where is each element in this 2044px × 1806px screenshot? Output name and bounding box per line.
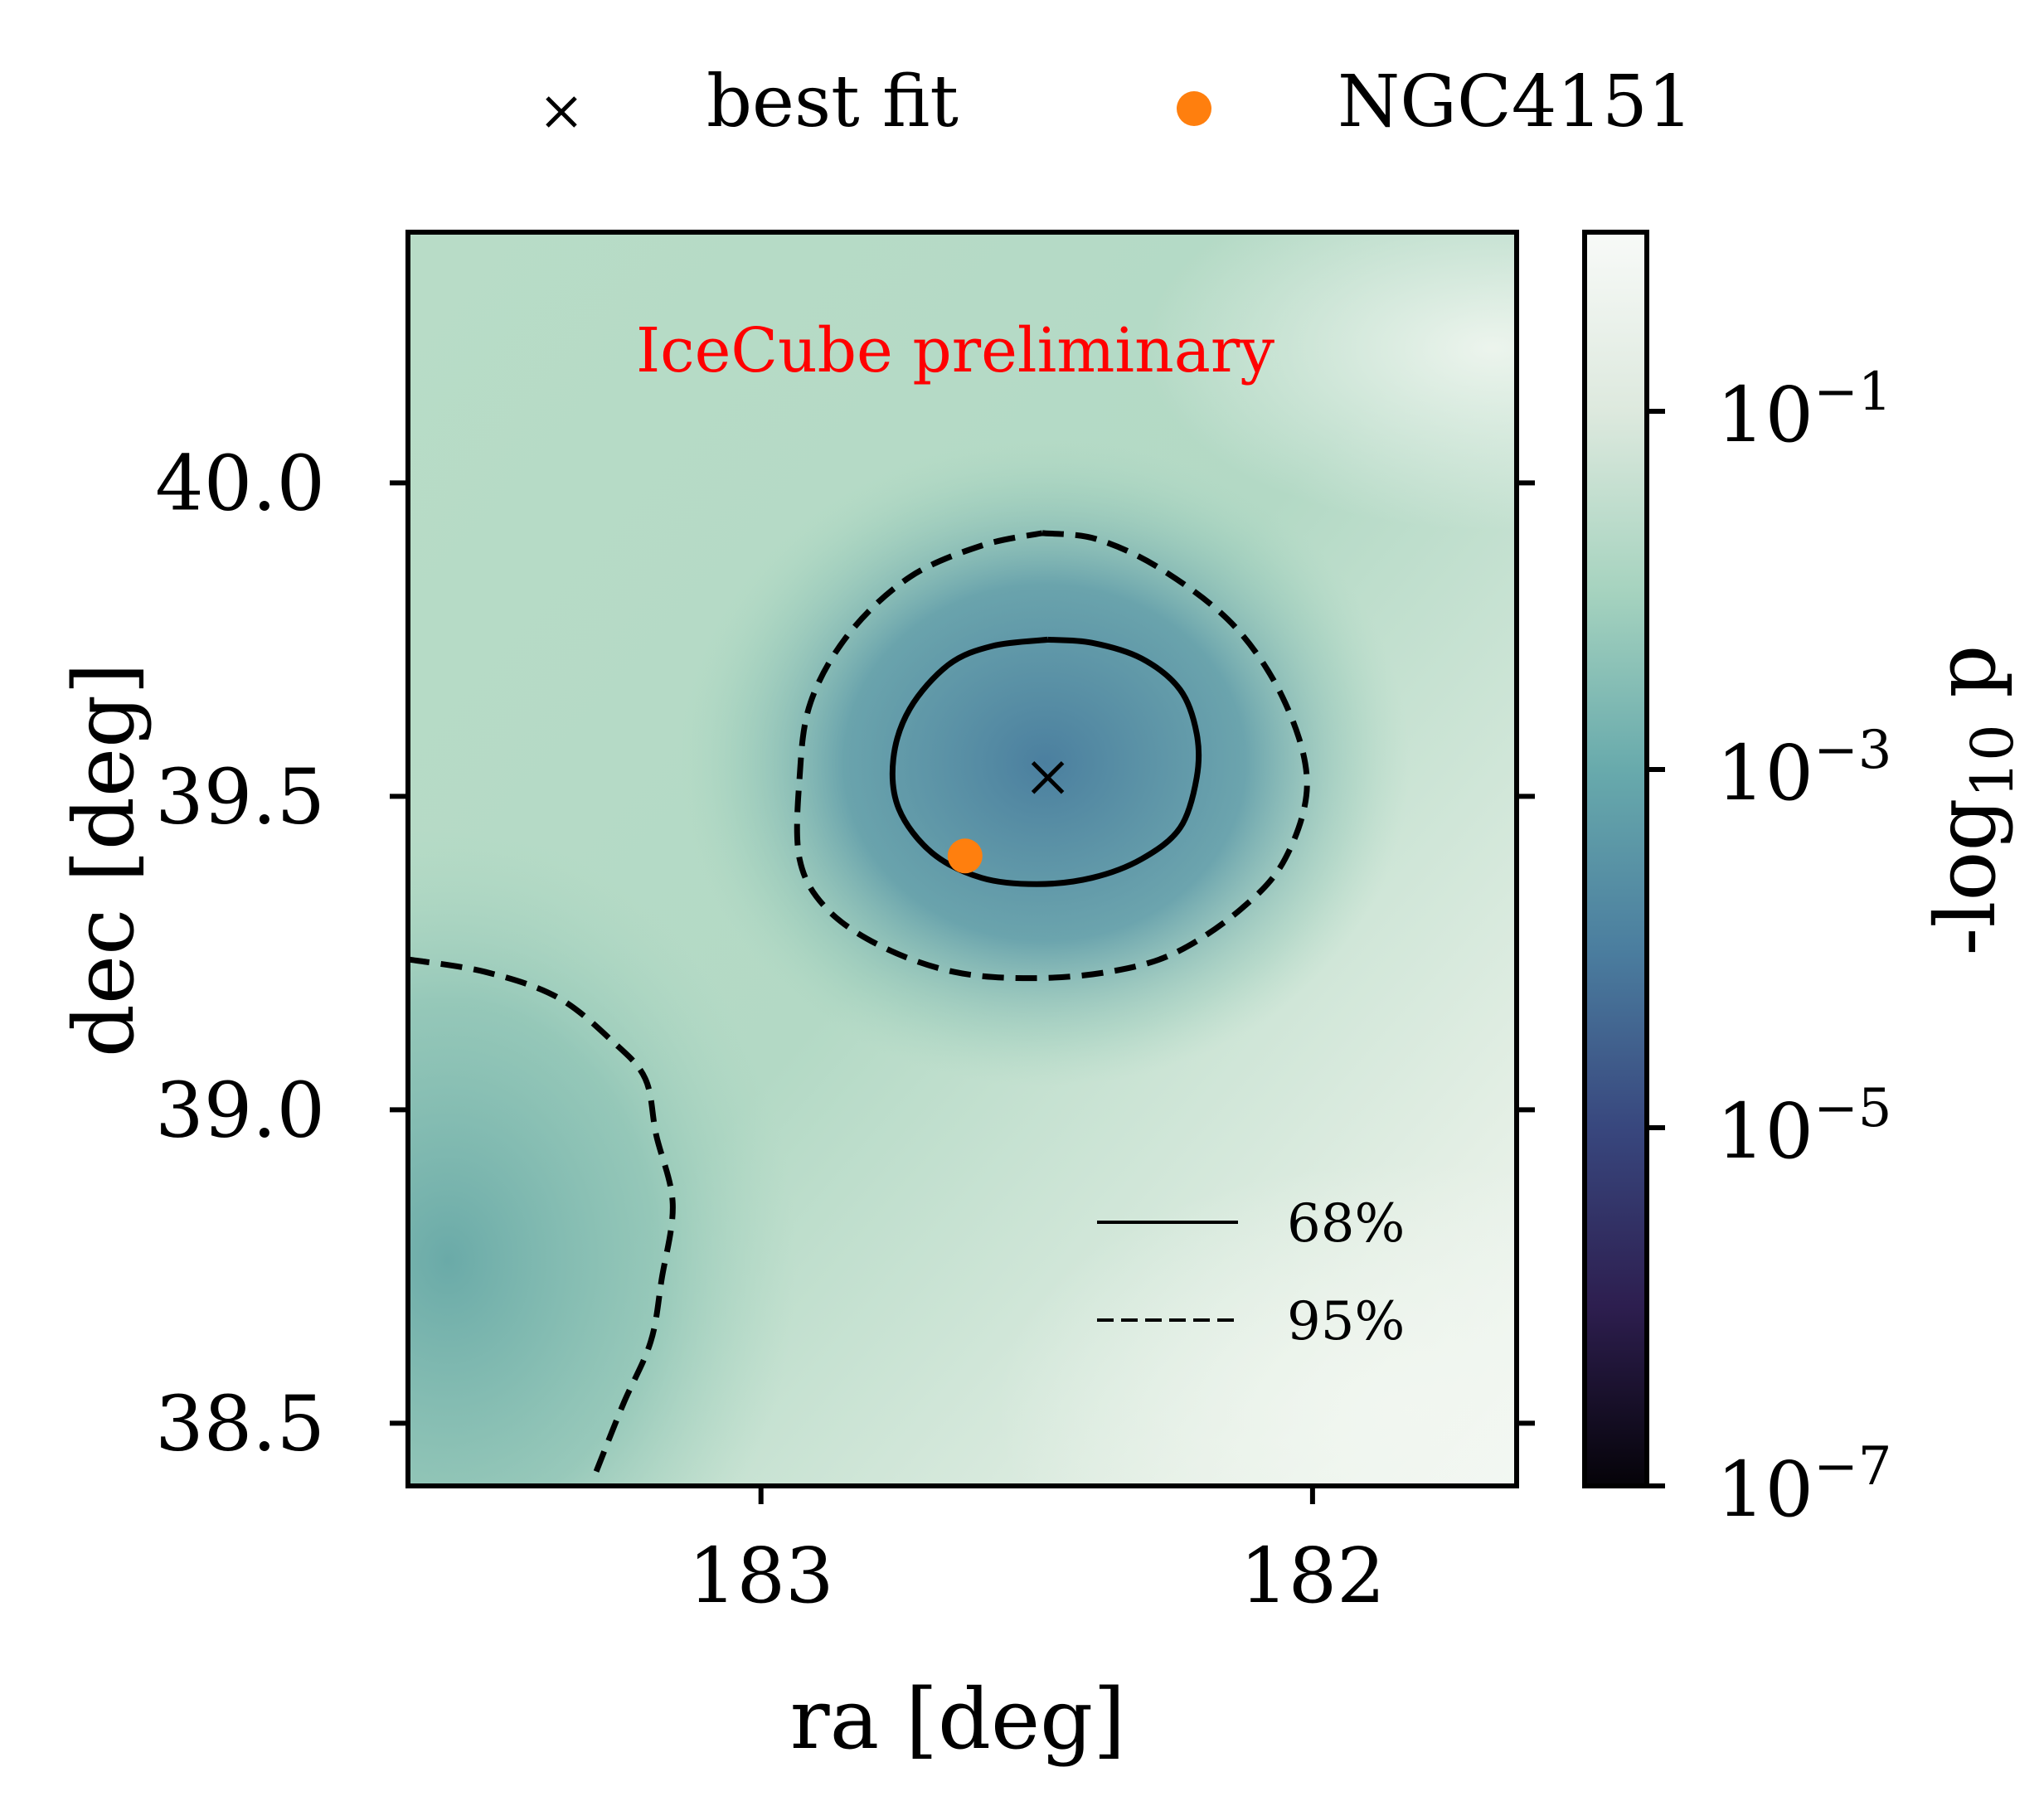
colorbar-tick-exponent: −3 [1813, 720, 1891, 781]
x-axis-ticks: 183 182 [688, 1486, 1386, 1620]
y-tick-label: 39.0 [155, 1066, 325, 1154]
colorbar-tick-label: 10−1 [1716, 362, 1891, 459]
legend-best-fit-label: best fit [706, 61, 959, 143]
colorbar-tick-exponent: −1 [1813, 362, 1891, 423]
legend-95-label: 95% [1287, 1291, 1405, 1352]
icecube-preliminary-label: IceCube preliminary [636, 315, 1274, 386]
heatmap-main-signal [680, 439, 1410, 1086]
plot-frame [405, 230, 1519, 1488]
colorbar-tick-base: 10 [1716, 1087, 1813, 1176]
contour-68 [889, 636, 1202, 887]
contours [408, 530, 1310, 1475]
top-legend: best fit NGC4151 [546, 61, 1693, 143]
colorbar-tick-base: 10 [1716, 1445, 1813, 1534]
colorbar-frame [1582, 230, 1649, 1488]
heatmap-lower-left-signal [408, 829, 796, 1486]
colorbar-tick-label: 10−5 [1716, 1078, 1891, 1176]
heatmap-top-right-fade [1144, 232, 1517, 531]
contour-legend: 68% 95% [1097, 1193, 1405, 1352]
y-tick-label: 38.5 [155, 1379, 325, 1468]
legend-ngc4151-label: NGC4151 [1338, 61, 1693, 143]
colorbar-tick-label: 10−7 [1716, 1436, 1891, 1534]
colorbar-tick-exponent: −5 [1813, 1078, 1891, 1139]
contour-95-lower-left [408, 956, 676, 1475]
legend-ngc4151-marker [1177, 91, 1211, 126]
colorbar-label-sub: 10 [1959, 724, 2027, 798]
colorbar [1585, 232, 1647, 1486]
x-tick-label: 183 [688, 1532, 834, 1620]
colorbar-tick-base: 10 [1716, 371, 1813, 459]
best-fit-marker [1031, 760, 1065, 794]
heatmap-bottom-right-fade [995, 1161, 1517, 1486]
colorbar-tick-exponent: −7 [1813, 1436, 1891, 1498]
legend-68-label: 68% [1287, 1193, 1405, 1255]
y-axis-label: dec [deg] [56, 663, 153, 1057]
colorbar-ticks: 10−110−310−510−7 [1647, 362, 1891, 1534]
colorbar-tick-label: 10−3 [1716, 720, 1891, 818]
heatmap [408, 232, 1517, 1486]
y-tick-label: 40.0 [155, 439, 325, 527]
ngc4151-marker [947, 838, 983, 874]
colorbar-label-tail: p [1917, 645, 2014, 725]
x-tick-label: 182 [1240, 1532, 1386, 1620]
colorbar-label: -log10 p [1917, 645, 2027, 956]
colorbar-tick-base: 10 [1716, 729, 1813, 818]
contour-95 [794, 530, 1310, 982]
legend-best-fit-marker [546, 96, 577, 128]
best-fit-marker-stroke-b [1031, 760, 1065, 794]
y-axis-ticks: 38.5 39.0 39.5 40.0 [155, 439, 1535, 1468]
colorbar-label-main: -log [1917, 798, 2014, 955]
x-axis-label: ra [deg] [790, 1671, 1125, 1768]
y-tick-label: 39.5 [155, 752, 325, 841]
